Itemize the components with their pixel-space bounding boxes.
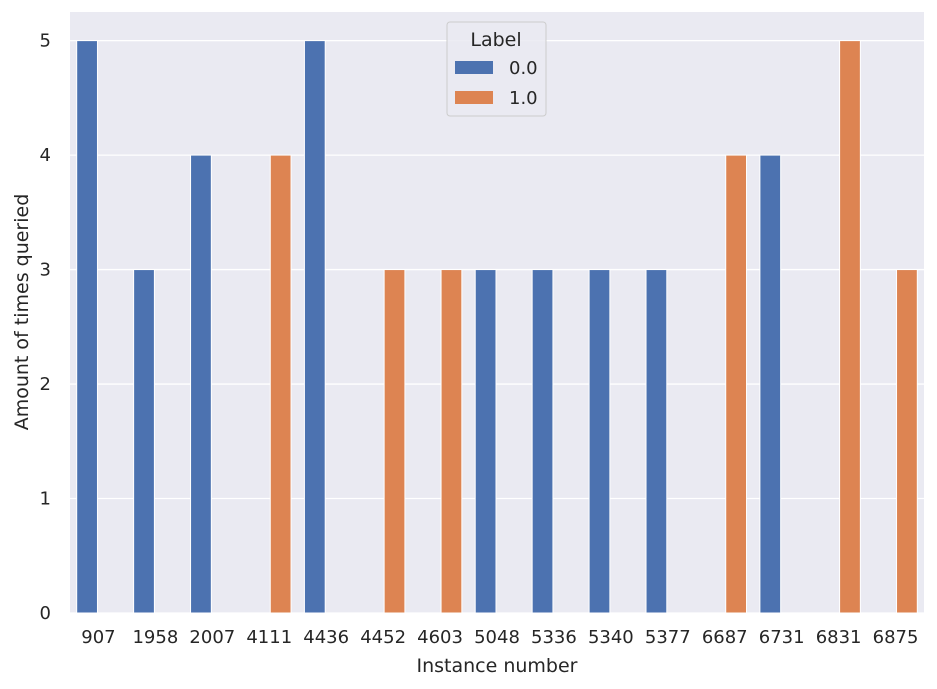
bar-907-label-0.0 <box>76 40 98 614</box>
x-tick-label: 4603 <box>417 627 463 648</box>
x-tick-labels: 907 1958 2007 4111 4436 4452 4603 5048 5336 5340 5… <box>81 627 918 648</box>
x-tick-label: 907 <box>81 627 115 648</box>
x-tick-label: 6831 <box>816 627 862 648</box>
x-axis-label: Instance number <box>416 655 577 677</box>
bars <box>76 40 918 614</box>
y-tick-label: 1 <box>40 489 51 510</box>
bar-4603-label-1.0 <box>440 269 463 614</box>
y-tick-labels: 0 1 2 3 4 5 <box>40 31 51 624</box>
x-tick-label: 4111 <box>246 627 292 648</box>
bar-5340-label-0.0 <box>588 269 611 614</box>
bar-5377-label-0.0 <box>645 269 668 614</box>
legend-title: Label <box>470 29 521 51</box>
bar-4452-label-1.0 <box>383 269 406 614</box>
x-tick-label: 5336 <box>531 627 577 648</box>
bar-6687-label-1.0 <box>725 154 748 614</box>
bar-2007-label-0.0 <box>190 154 212 614</box>
legend-swatch-0 <box>455 61 493 74</box>
legend-swatch-1 <box>455 91 493 104</box>
y-tick-label: 5 <box>40 31 51 52</box>
bar-6831-label-1.0 <box>839 40 861 614</box>
legend-label-1: 1.0 <box>509 88 538 109</box>
bar-6731-label-0.0 <box>759 154 782 614</box>
y-tick-label: 2 <box>40 374 51 395</box>
x-tick-label: 2007 <box>189 627 235 648</box>
x-tick-label: 6875 <box>873 627 919 648</box>
y-axis-label: Amount of times queried <box>11 194 33 431</box>
legend: Label 0.0 1.0 <box>446 21 547 117</box>
x-tick-label: 5340 <box>588 627 634 648</box>
bar-6875-label-1.0 <box>896 269 918 614</box>
bar-4111-label-1.0 <box>269 154 292 614</box>
legend-label-0: 0.0 <box>509 58 538 79</box>
bar-1958-label-0.0 <box>133 269 155 614</box>
x-tick-label: 6731 <box>759 627 805 648</box>
y-tick-label: 3 <box>40 260 51 281</box>
x-tick-label: 5377 <box>645 627 691 648</box>
x-tick-label: 4452 <box>360 627 406 648</box>
y-tick-label: 4 <box>40 145 51 166</box>
x-tick-label: 6687 <box>702 627 748 648</box>
bar-4436-label-0.0 <box>303 40 326 614</box>
x-tick-label: 5048 <box>474 627 520 648</box>
x-tick-label: 4436 <box>303 627 349 648</box>
bar-5336-label-0.0 <box>531 269 554 614</box>
x-tick-label: 1958 <box>132 627 178 648</box>
y-tick-label: 0 <box>40 603 51 624</box>
bar-5048-label-0.0 <box>474 269 497 614</box>
